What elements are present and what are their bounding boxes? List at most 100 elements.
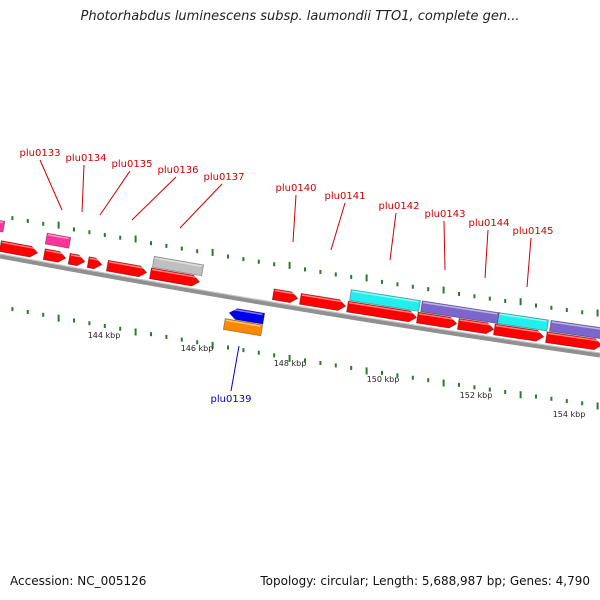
- outer-tick: [288, 261, 291, 269]
- feature-highlight: [274, 289, 297, 295]
- outer-tick: [519, 298, 522, 306]
- gene-label-plu0137[interactable]: plu0137: [204, 172, 245, 183]
- feature-highlight: [418, 313, 456, 321]
- inner-tick: [88, 321, 91, 326]
- feature-shape: [222, 318, 264, 337]
- outer-tick: [227, 254, 229, 259]
- gene-feature: [493, 323, 545, 342]
- scale-label-154: 154 kbp: [553, 410, 586, 419]
- inner-tick: [550, 396, 553, 401]
- outer-tick: [42, 221, 45, 226]
- feature-shape: [148, 267, 201, 287]
- feature-shape: [0, 240, 39, 258]
- feature-highlight: [70, 254, 84, 259]
- inner-tick: [458, 382, 460, 387]
- inner-tick: [519, 391, 522, 399]
- inner-tick: [304, 358, 306, 363]
- feature-highlight: [499, 313, 547, 322]
- genome-backbone: [0, 253, 600, 358]
- gene-label-plu0143[interactable]: plu0143: [425, 209, 466, 220]
- scale-label-146: 146 kbp: [181, 344, 214, 353]
- outer-tick: [88, 230, 91, 235]
- feature-highlight: [0, 220, 3, 224]
- inner-tick: [11, 307, 14, 312]
- inner-tick: [180, 337, 183, 342]
- outer-tick: [73, 227, 75, 232]
- outer-tick: [57, 221, 60, 229]
- gene-label-plu0133[interactable]: plu0133: [20, 148, 61, 159]
- scale-labels: 144 kbp 146 kbp 148 kbp 150 kbp 152 kbp …: [88, 331, 586, 419]
- outer-tick: [319, 269, 322, 274]
- outer-tick: [596, 309, 599, 317]
- inner-tick: [26, 309, 29, 314]
- feature-highlight: [47, 234, 69, 240]
- gene-label-plu0139[interactable]: plu0139: [211, 394, 252, 405]
- gene-label-plu0141[interactable]: plu0141: [325, 191, 366, 202]
- gene-feature: [151, 255, 205, 277]
- inner-tick: [119, 326, 122, 331]
- outer-tick: [427, 287, 430, 292]
- inner-tick-row: [11, 307, 599, 410]
- outer-tick: [11, 216, 14, 221]
- map-title: Photorhabdus luminescens subsp. laumondi…: [80, 9, 520, 24]
- gene-label-plu0136[interactable]: plu0136: [158, 165, 199, 176]
- feature-highlight: [551, 321, 600, 330]
- gene-feature: [0, 219, 6, 233]
- outer-tick: [257, 259, 260, 264]
- gene-label-plu0140[interactable]: plu0140: [276, 183, 317, 194]
- leader-line: [81, 164, 85, 213]
- outer-tick: [458, 291, 460, 296]
- outer-tick: [304, 267, 306, 272]
- scale-label-148: 148 kbp: [274, 359, 307, 368]
- inner-tick: [350, 365, 353, 370]
- gene-feature: [105, 259, 148, 278]
- gene-feature: [456, 318, 495, 335]
- inner-tick: [396, 373, 399, 378]
- gene-feature: [67, 252, 86, 267]
- feature-shape: [549, 319, 600, 340]
- outer-tick: [334, 272, 337, 277]
- gene-label-plu0134[interactable]: plu0134: [66, 153, 107, 164]
- outer-tick: [396, 282, 399, 287]
- leader-line: [179, 183, 223, 229]
- outer-tick: [565, 308, 568, 313]
- inner-tick: [103, 323, 106, 328]
- outer-tick: [26, 218, 29, 223]
- outer-tick: [134, 235, 137, 243]
- inner-tick: [427, 378, 430, 383]
- gene-label-plu0135[interactable]: plu0135: [112, 159, 153, 170]
- feature-highlight: [348, 302, 416, 315]
- inner-tick: [473, 385, 476, 390]
- feature-shape: [151, 255, 205, 277]
- feature-highlight: [301, 294, 345, 303]
- gene-feature: [420, 300, 500, 325]
- outer-tick: [242, 257, 245, 262]
- inner-tick: [134, 328, 137, 336]
- inner-tick: [565, 399, 568, 404]
- gene-label-plu0142[interactable]: plu0142: [379, 201, 420, 212]
- leader-line: [389, 212, 397, 261]
- inner-tick: [581, 401, 584, 406]
- inner-tick: [150, 332, 152, 337]
- gene-label-plu0144[interactable]: plu0144: [469, 218, 510, 229]
- feature-highlight: [230, 308, 263, 316]
- feature-shape: [497, 312, 549, 332]
- gene-feature: [0, 240, 39, 258]
- gene-label-plu0145[interactable]: plu0145: [513, 226, 554, 237]
- inner-tick: [57, 314, 60, 322]
- gene-feature: [44, 232, 72, 249]
- inner-tick: [334, 363, 337, 368]
- inner-tick: [227, 345, 229, 350]
- gene-feature: [271, 288, 299, 304]
- label-leader-lines: [39, 159, 532, 392]
- gene-feature: [497, 312, 549, 332]
- inner-tick: [365, 367, 368, 375]
- leader-line: [99, 170, 131, 216]
- outer-tick: [365, 274, 368, 282]
- outer-tick: [119, 235, 122, 240]
- feature-highlight: [89, 257, 101, 262]
- inner-tick: [211, 341, 214, 349]
- outer-tick-row: [11, 216, 599, 317]
- feature-shape: [86, 256, 103, 270]
